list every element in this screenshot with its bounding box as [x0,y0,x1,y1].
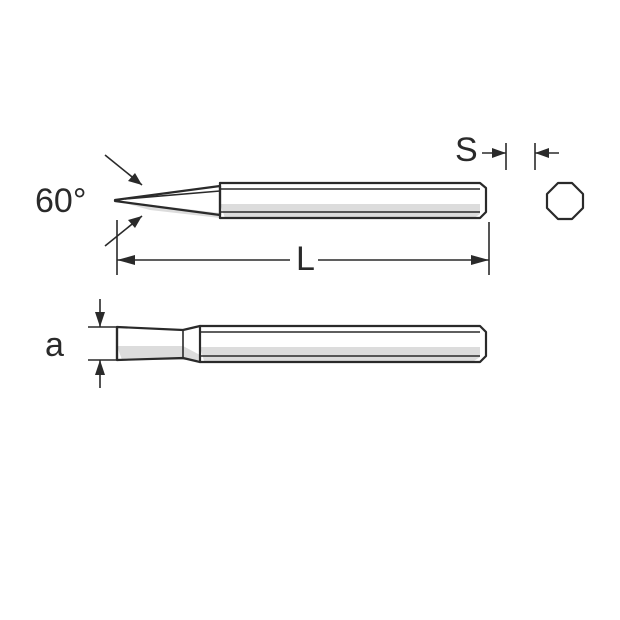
center-punch-tool [115,183,486,218]
angle-dimension: 60° [35,155,142,246]
blade-dimension-a: a [45,299,116,388]
flat-chisel-tool [117,326,486,362]
blade-label: a [45,326,64,364]
angle-label: 60° [35,182,86,220]
length-dimension-L: L [117,220,489,278]
dimension-diagram: 60° L S [0,0,620,620]
shank-label: S [455,131,478,169]
length-label: L [296,240,315,278]
octagon-cross-section-icon [547,183,583,219]
shank-dimension-S: S [455,131,559,170]
